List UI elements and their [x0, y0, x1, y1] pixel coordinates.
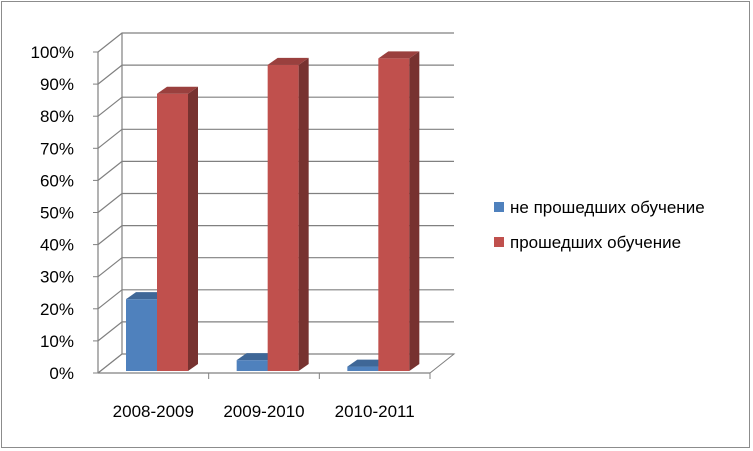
- legend-entry: прошедших обучение: [494, 233, 681, 252]
- bar-side: [298, 57, 309, 372]
- legend: не прошедших обучение прошедших обучение: [494, 198, 705, 252]
- bar-front: [347, 366, 379, 371]
- y-tick-label: 40%: [40, 236, 74, 255]
- legend-swatch: [494, 237, 504, 247]
- legend-label: не прошедших обучение: [510, 198, 705, 217]
- bar-side: [409, 51, 420, 372]
- y-tick-label: 30%: [40, 268, 74, 287]
- bar-top: [126, 292, 167, 300]
- y-tick-label: 50%: [40, 204, 74, 223]
- bar-top: [378, 51, 420, 59]
- bar-trained-2008-2009: [157, 86, 198, 371]
- y-tick-label: 80%: [40, 107, 74, 126]
- legend-entry: не прошедших обучение: [494, 198, 705, 217]
- bar-top: [267, 57, 309, 65]
- y-axis-ticks: 0% 10% 20% 30% 40% 50% 60% 70% 80% 90% 100%: [31, 43, 74, 383]
- x-category-label: 2009-2010: [223, 402, 304, 421]
- x-category-label: 2010-2011: [335, 402, 415, 421]
- bar-trained-2010-2011: [378, 51, 420, 372]
- bar-front: [126, 299, 157, 371]
- y-tick-label: 60%: [40, 171, 74, 190]
- y-tick-label: 10%: [40, 332, 74, 351]
- bar-top: [157, 86, 198, 94]
- legend-label: прошедших обучение: [510, 233, 681, 252]
- bar-front: [378, 58, 410, 372]
- x-axis-categories: 2008-2009 2009-2010 2010-2011: [113, 402, 415, 421]
- bar-top: [236, 353, 278, 361]
- y-tick-label: 100%: [31, 43, 74, 62]
- bar-top: [347, 359, 389, 367]
- bars: [126, 51, 420, 372]
- bar-front: [236, 360, 268, 371]
- bar-side: [188, 86, 198, 371]
- x-category-label: 2008-2009: [113, 402, 194, 421]
- bar-front: [267, 64, 299, 371]
- bar-front: [157, 93, 188, 371]
- legend-swatch: [494, 202, 504, 212]
- bar-trained-2009-2010: [267, 57, 309, 372]
- y-tick-label: 20%: [40, 300, 74, 319]
- y-tick-label: 70%: [40, 139, 74, 158]
- y-tick-label: 0%: [49, 364, 74, 383]
- y-tick-label: 90%: [40, 75, 74, 94]
